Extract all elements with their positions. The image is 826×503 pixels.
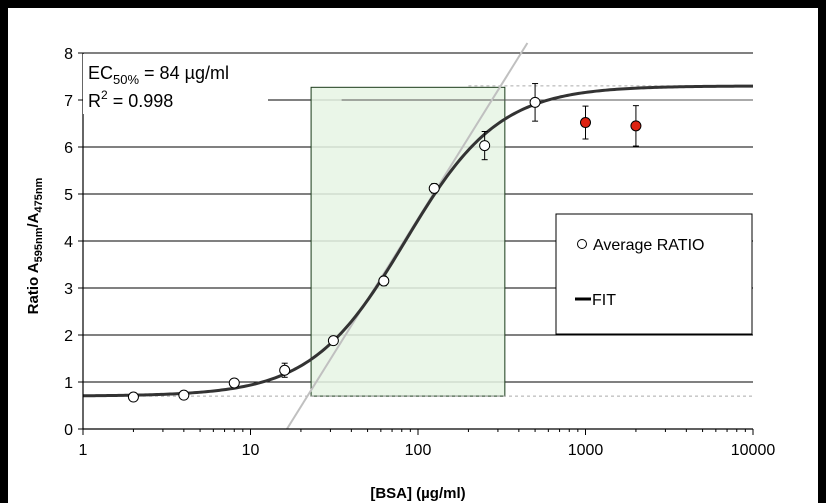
annotation-background — [83, 54, 268, 114]
data-point — [327, 335, 339, 347]
linear-range-box — [310, 86, 506, 397]
data-point — [228, 377, 240, 389]
x-tick-label: 10000 — [731, 442, 776, 459]
axes — [78, 52, 754, 435]
ec50-label: EC50% = 84 µg/ml — [88, 63, 229, 87]
x-tick-label: 1 — [79, 442, 88, 459]
legend-marker-circle — [577, 239, 587, 249]
data-point — [378, 275, 390, 287]
data-point — [178, 389, 190, 401]
x-tick-label: 10 — [242, 442, 260, 459]
y-tick-label: 8 — [64, 46, 73, 63]
legend-label-average: Average RATIO — [593, 237, 704, 254]
data-point — [529, 96, 541, 108]
fit-curve — [82, 84, 754, 398]
x-tick-label: 1000 — [568, 442, 604, 459]
y-tick-label: 4 — [64, 234, 73, 251]
legend: Average RATIO FIT — [555, 213, 753, 335]
data-point — [428, 182, 440, 194]
x-axis-title: [BSA] (µg/ml) — [370, 485, 465, 502]
data-point — [479, 140, 491, 152]
outlier-point — [630, 120, 642, 132]
y-tick-label: 0 — [64, 422, 73, 439]
chart-panel: 0 1 2 3 4 5 6 7 8 1 10 100 1000 10000 EC50% = 84 µg/m… — [8, 8, 818, 503]
y-tick-label: 1 — [64, 375, 73, 392]
y-tick-label: 2 — [64, 328, 73, 345]
data-point — [127, 391, 139, 403]
fit-annotation: EC50% = 84 µg/ml R2 = 0.998 — [83, 54, 268, 114]
y-tick-label: 7 — [64, 93, 73, 110]
y-tick-label: 5 — [64, 187, 73, 204]
y-axis-title: Ratio A595nm/A475nm — [25, 177, 45, 314]
y-tick-label: 3 — [64, 281, 73, 298]
legend-label-fit: FIT — [592, 292, 616, 309]
x-tick-label: 100 — [405, 442, 432, 459]
y-tick-label: 6 — [64, 140, 73, 157]
r2-label: R2 = 0.998 — [88, 88, 173, 111]
legend-box — [555, 213, 753, 335]
data-point — [279, 364, 291, 376]
outlier-point — [580, 117, 591, 129]
data-points — [127, 83, 642, 403]
